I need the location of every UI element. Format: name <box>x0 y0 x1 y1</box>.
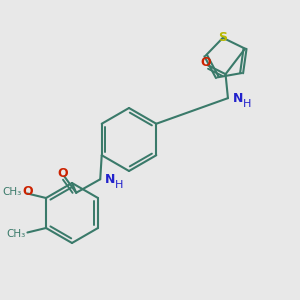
Text: H: H <box>115 180 124 190</box>
Text: CH₃: CH₃ <box>2 187 21 197</box>
Text: H: H <box>243 98 251 109</box>
Text: CH₃: CH₃ <box>6 229 26 239</box>
Text: S: S <box>218 31 227 44</box>
Text: N: N <box>232 92 243 105</box>
Text: N: N <box>105 173 115 186</box>
Text: O: O <box>57 167 68 180</box>
Text: O: O <box>201 56 212 69</box>
Text: O: O <box>22 185 33 198</box>
